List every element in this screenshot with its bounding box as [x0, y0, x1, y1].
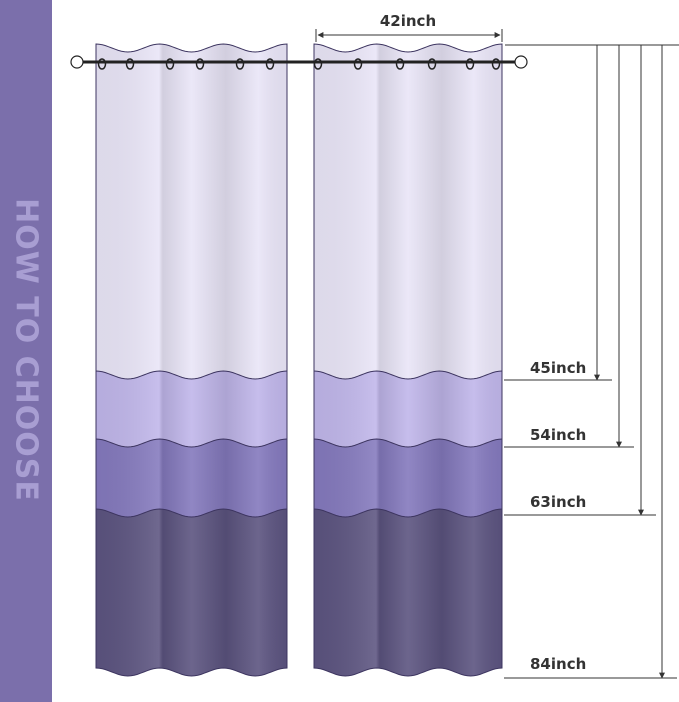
grommet — [195, 58, 205, 70]
curtain-fold-shading — [96, 44, 287, 676]
grommet — [265, 58, 275, 70]
length-label-45: 45inch — [530, 359, 586, 377]
grommet — [427, 58, 437, 70]
length-label-84: 84inch — [530, 655, 586, 673]
sidebar-banner: HOW TO CHOOSE — [0, 0, 52, 702]
grommet — [491, 58, 501, 70]
band-seam — [313, 370, 503, 380]
grommet — [353, 58, 363, 70]
rod-finial-right — [514, 55, 528, 69]
curtain-fold-shading — [314, 44, 502, 676]
grommet — [395, 58, 405, 70]
band-seam — [95, 370, 288, 380]
grommet — [125, 58, 135, 70]
grommet — [235, 58, 245, 70]
curtain-outline — [95, 43, 288, 677]
grommet — [165, 58, 175, 70]
curtain-panel — [95, 43, 288, 677]
band-seam — [95, 438, 288, 448]
grommet — [465, 58, 475, 70]
curtain-outline — [313, 43, 503, 677]
band-seam — [95, 508, 288, 518]
band-seam — [313, 508, 503, 518]
rod-finial-left — [70, 55, 84, 69]
grommet — [313, 58, 323, 70]
length-label-63: 63inch — [530, 493, 586, 511]
curtain-panel — [313, 43, 503, 677]
band-seam — [313, 438, 503, 448]
grommet — [97, 58, 107, 70]
width-label: 42inch — [380, 12, 436, 30]
length-label-54: 54inch — [530, 426, 586, 444]
